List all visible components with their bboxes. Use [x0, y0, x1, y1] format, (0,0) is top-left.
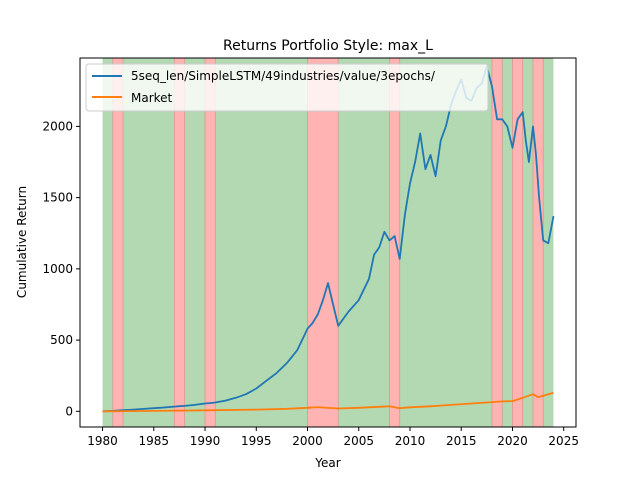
series-lines: [102, 65, 555, 413]
regime-bands: [102, 57, 554, 428]
y-tick-label: 1000: [42, 262, 73, 276]
y-axis-label: Cumulative Return: [15, 186, 29, 298]
regime-band-red-4: [389, 57, 401, 428]
x-tick-label: 1990: [190, 434, 221, 448]
x-tick-label: 2025: [548, 434, 579, 448]
x-tick-label: 2000: [292, 434, 323, 448]
legend-box: [85, 63, 489, 112]
x-tick-label: 1980: [87, 434, 118, 448]
regime-band-red-7: [532, 57, 544, 428]
regime-band-red-3: [307, 57, 339, 428]
series-line-1: [102, 391, 554, 413]
legend: 5seq_len/SimpleLSTM/49industries/value/3…: [85, 63, 489, 112]
x-tick-label: 2005: [343, 434, 374, 448]
x-tick-label: 1995: [241, 434, 272, 448]
x-tick-label: 2015: [446, 434, 477, 448]
y-axis-ticks: 0 500 1000 1500 2000: [42, 119, 80, 418]
y-tick-label: 1500: [42, 191, 73, 205]
y-tick-label: 500: [50, 333, 73, 347]
plot-area-frame: [79, 57, 577, 428]
series-line-0: [102, 65, 555, 413]
x-axis-label: Year: [314, 456, 340, 470]
x-tick-label: 2020: [497, 434, 528, 448]
regime-band-red-5: [491, 57, 503, 428]
x-axis-ticks: 1980 1985 1990 1995 2000 2005 2010 2015 2020 2025: [87, 427, 579, 448]
legend-label-lstm: 5seq_len/SimpleLSTM/49industries/value/3…: [131, 69, 436, 83]
y-tick-label: 2000: [42, 119, 73, 133]
regime-band-red-2: [204, 57, 216, 428]
regime-band-red-1: [173, 57, 185, 428]
chart-title: Returns Portfolio Style: max_L: [223, 38, 433, 54]
x-tick-label: 1985: [139, 434, 170, 448]
x-tick-label: 2010: [395, 434, 426, 448]
y-tick-label: 0: [65, 404, 73, 418]
legend-label-market: Market: [131, 91, 173, 105]
regime-band-red-0: [112, 57, 124, 428]
